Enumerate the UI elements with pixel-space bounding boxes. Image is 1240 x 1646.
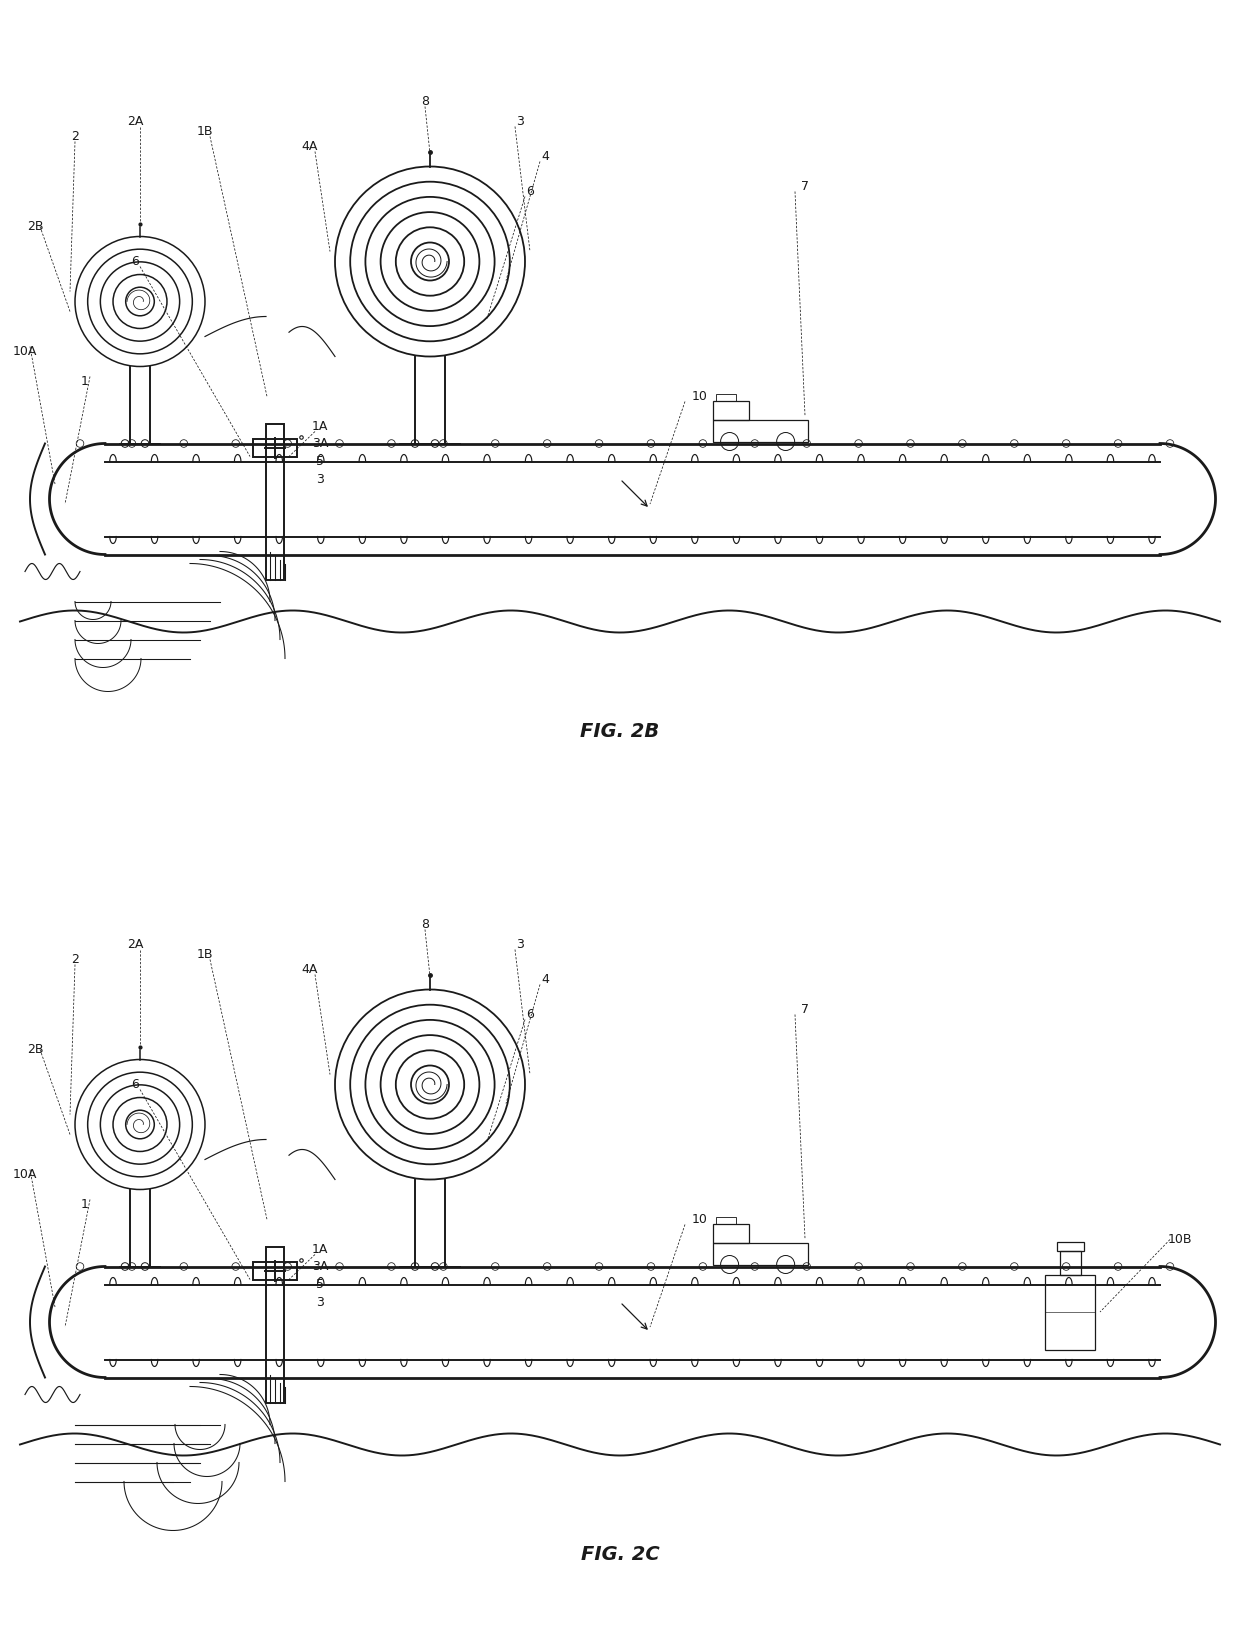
Text: 2B: 2B (27, 1044, 43, 1057)
Text: 3: 3 (316, 472, 324, 486)
Text: 4A: 4A (301, 140, 319, 153)
Text: 5: 5 (316, 1277, 324, 1290)
Bar (713, 420, 807, 441)
Text: 6: 6 (131, 255, 139, 268)
Bar (713, 1223, 749, 1243)
Bar (1059, 1251, 1080, 1274)
Text: 1B: 1B (197, 125, 213, 138)
Bar (267, 1246, 284, 1402)
Bar (715, 1216, 737, 1223)
Text: 3A: 3A (311, 1259, 329, 1272)
Text: 3: 3 (516, 938, 525, 951)
Text: FIG. 2B: FIG. 2B (580, 723, 660, 741)
Text: 10A: 10A (12, 346, 37, 357)
Text: 4: 4 (541, 973, 549, 986)
Text: 2A: 2A (126, 938, 143, 951)
Text: 1: 1 (81, 375, 89, 388)
Text: 10: 10 (692, 1213, 708, 1226)
Text: 1: 1 (81, 1198, 89, 1211)
Bar (253, 438, 298, 456)
Text: 2: 2 (71, 130, 79, 143)
Text: 10: 10 (692, 390, 708, 403)
Text: 4: 4 (541, 150, 549, 163)
Text: 5: 5 (316, 454, 324, 467)
Text: 4A: 4A (301, 963, 319, 976)
Text: 3: 3 (516, 115, 525, 128)
Text: 2B: 2B (27, 221, 43, 234)
Text: 6: 6 (131, 1078, 139, 1091)
Text: 3: 3 (316, 1295, 324, 1309)
Bar (1056, 1241, 1084, 1251)
Text: 1B: 1B (197, 948, 213, 961)
Bar (713, 400, 749, 420)
Bar (253, 1261, 298, 1279)
Text: FIG. 2C: FIG. 2C (580, 1546, 660, 1564)
Text: 3A: 3A (311, 436, 329, 449)
Bar (715, 393, 737, 400)
Text: 7: 7 (801, 179, 808, 193)
Text: 8: 8 (422, 95, 429, 109)
Text: 10B: 10B (1168, 1233, 1192, 1246)
Bar (713, 1243, 807, 1264)
Text: 1A: 1A (311, 1243, 329, 1256)
Text: 6: 6 (526, 1007, 534, 1021)
Bar (1045, 1274, 1095, 1350)
Text: 1A: 1A (311, 420, 329, 433)
Text: 6: 6 (526, 184, 534, 198)
Text: 8: 8 (422, 918, 429, 932)
Text: 7: 7 (801, 1002, 808, 1016)
Bar (267, 423, 284, 579)
Text: 10A: 10A (12, 1169, 37, 1180)
Text: 2: 2 (71, 953, 79, 966)
Text: 2A: 2A (126, 115, 143, 128)
